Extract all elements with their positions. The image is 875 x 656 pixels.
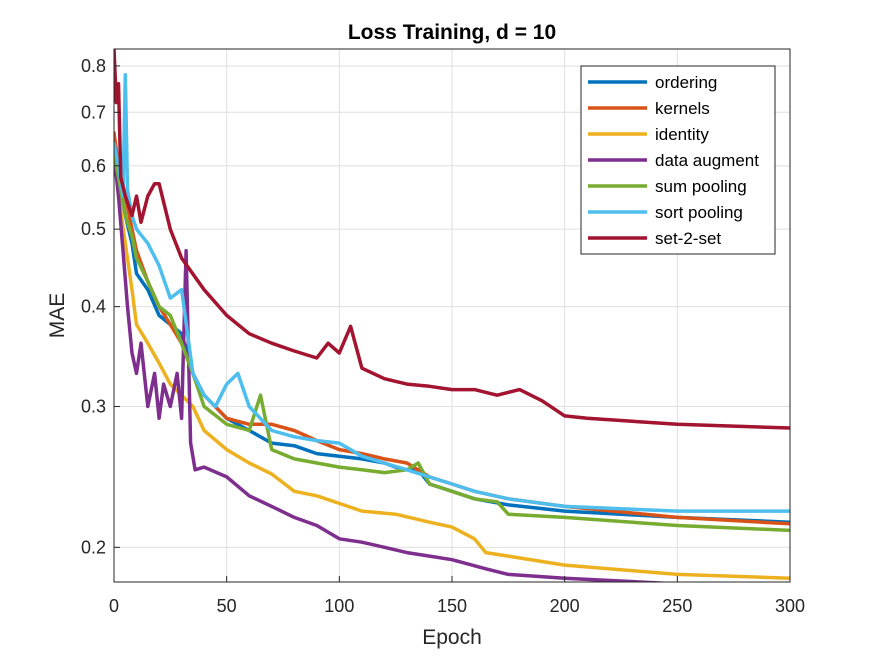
- x-tick-label: 150: [437, 596, 467, 616]
- x-tick-label: 0: [109, 596, 119, 616]
- y-tick-label: 0.3: [81, 397, 106, 417]
- legend-label: sum pooling: [655, 177, 747, 196]
- legend-label: identity: [655, 125, 709, 144]
- y-tick-label: 0.6: [81, 156, 106, 176]
- y-tick-label: 0.7: [81, 102, 106, 122]
- x-tick-label: 250: [662, 596, 692, 616]
- y-tick-label: 0.8: [81, 56, 106, 76]
- chart-title: Loss Training, d = 10: [348, 21, 556, 44]
- legend-label: ordering: [655, 73, 717, 92]
- x-tick-label: 100: [324, 596, 354, 616]
- series-line-sum-pooling: [114, 152, 790, 533]
- series-layer: [114, 49, 790, 582]
- series-line-data-augment: [114, 152, 675, 582]
- y-tick-label: 0.5: [81, 219, 106, 239]
- y-axis-label: MAE: [46, 293, 69, 339]
- series-line-identity: [114, 147, 790, 580]
- y-tick-label: 0.4: [81, 297, 106, 317]
- x-tick-label: 200: [550, 596, 580, 616]
- legend-label: kernels: [655, 99, 710, 118]
- x-axis-label: Epoch: [422, 626, 482, 649]
- x-tick-label: 300: [775, 596, 805, 616]
- legend-label: data augment: [655, 151, 759, 170]
- legend-label: sort pooling: [655, 203, 743, 222]
- legend: ordering kernels identity data augment sum p…: [580, 65, 776, 255]
- legend-label: set-2-set: [655, 229, 721, 248]
- series-line-set-2-set: [114, 49, 790, 430]
- y-tick-label: 0.2: [81, 537, 106, 557]
- x-tick-label: 50: [217, 596, 237, 616]
- ticks: 0 50 100 150 200 250 300 0.2 0.3 0.4 0.5 0.6 0.7 0.8: [81, 56, 805, 616]
